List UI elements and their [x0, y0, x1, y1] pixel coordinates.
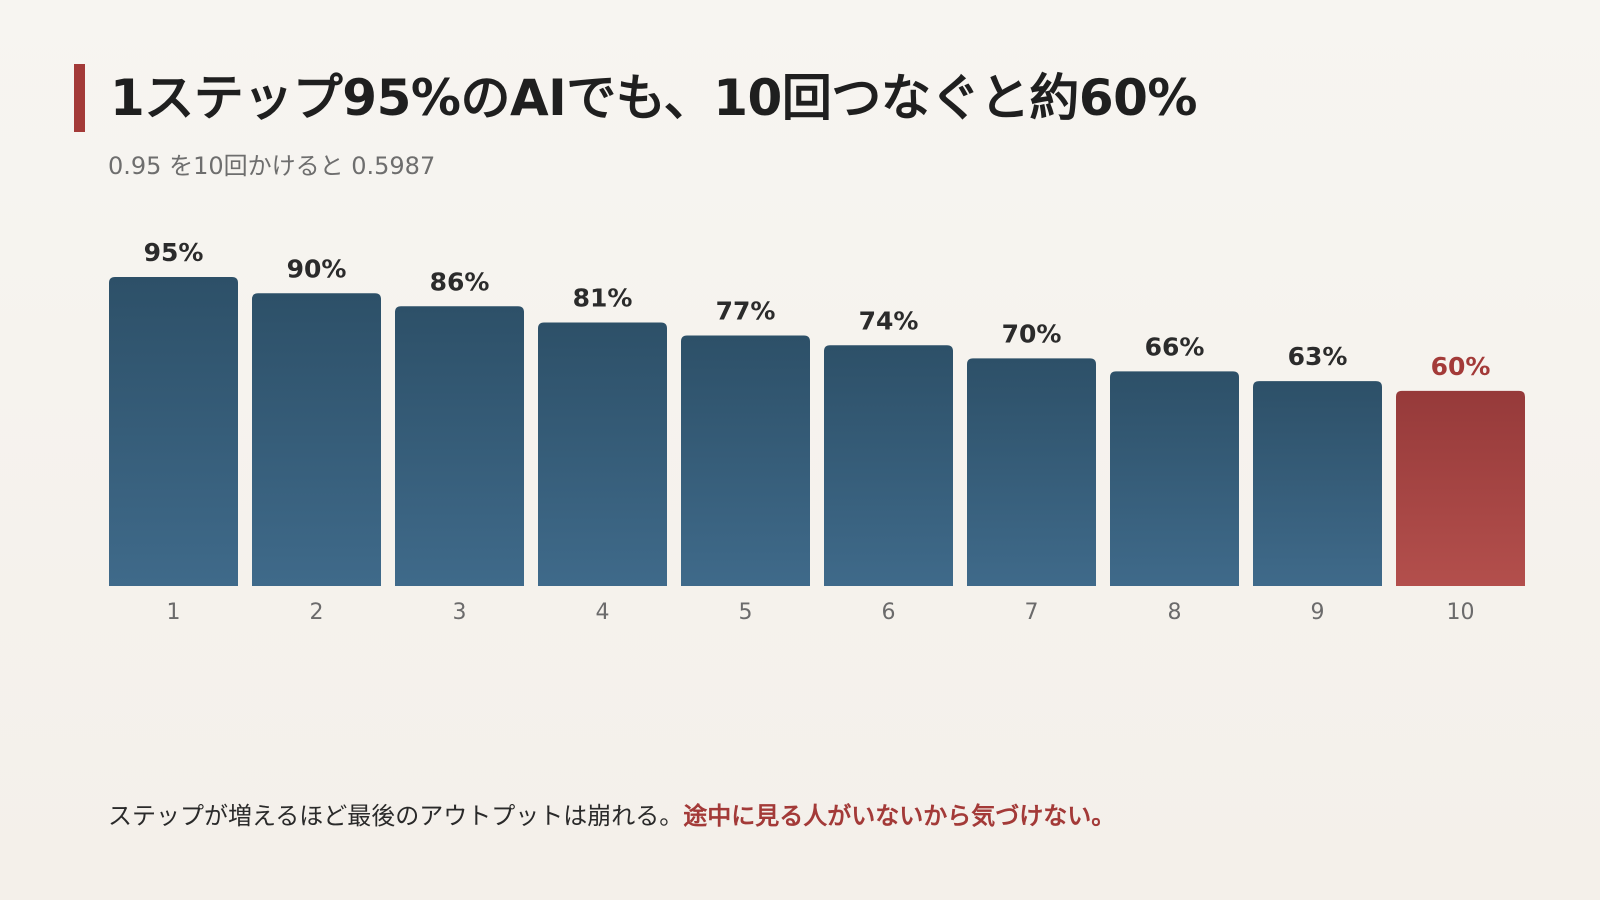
x-tick-label-4: 4: [596, 600, 610, 625]
caption-normal-text: ステップが増えるほど最後のアウトプットは崩れる。: [108, 802, 684, 830]
x-tick-label-2: 2: [310, 600, 324, 625]
page-title: 1ステップ95%のAIでも、10回つなぐと約60%: [110, 69, 1198, 127]
bar-step-5: [681, 335, 810, 586]
bars-group: [109, 277, 1525, 586]
value-label-step-4: 81%: [573, 284, 633, 313]
bar-step-6: [824, 345, 953, 586]
caption-emphasis-text: 途中に見る人がいないから気づけない。: [683, 802, 1116, 830]
value-label-step-1: 95%: [144, 238, 204, 267]
bar-step-4: [538, 322, 667, 586]
bar-step-8: [1110, 371, 1239, 586]
bar-step-7: [967, 358, 1096, 586]
bar-step-3: [395, 306, 524, 586]
value-label-step-3: 86%: [430, 267, 490, 296]
page-subtitle: 0.95 を10回かけると 0.5987: [108, 152, 436, 180]
x-tick-label-3: 3: [453, 600, 467, 625]
value-label-step-10: 60%: [1431, 352, 1491, 381]
value-label-step-7: 70%: [1002, 319, 1062, 348]
bar-step-2: [252, 293, 381, 586]
bar-step-10: [1396, 390, 1525, 586]
bottom-caption: ステップが増えるほど最後のアウトプットは崩れる。途中に見る人がいないから気づけな…: [108, 796, 1115, 831]
x-axis-ticks-group: 1 2 3 4 5 6 7 8 9 10: [167, 600, 1475, 625]
x-tick-label-9: 9: [1311, 600, 1325, 625]
value-labels-group: 95% 90% 86% 81% 77% 74% 70% 66% 63% 60%: [144, 238, 1491, 381]
x-tick-label-6: 6: [882, 600, 896, 625]
x-tick-label-7: 7: [1025, 600, 1039, 625]
x-tick-label-8: 8: [1168, 600, 1182, 625]
bar-step-1: [109, 277, 238, 586]
x-tick-label-5: 5: [739, 600, 753, 625]
value-label-step-6: 74%: [859, 306, 919, 335]
bar-step-9: [1253, 381, 1382, 586]
value-label-step-8: 66%: [1145, 332, 1205, 361]
value-label-step-5: 77%: [716, 297, 776, 326]
value-label-step-9: 63%: [1288, 342, 1348, 371]
x-tick-label-1: 1: [167, 600, 181, 625]
value-label-step-2: 90%: [287, 254, 347, 283]
title-accent-bar: [74, 64, 85, 132]
x-tick-label-10: 10: [1447, 600, 1475, 625]
